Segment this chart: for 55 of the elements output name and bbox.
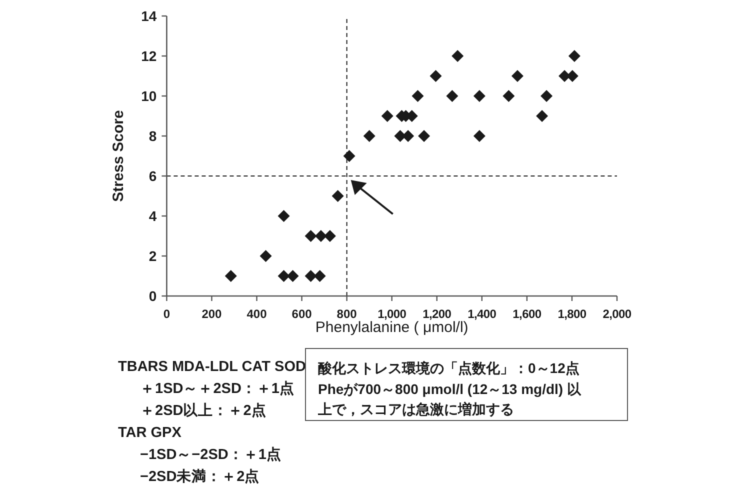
point bbox=[511, 70, 524, 82]
x-tick-label: 600 bbox=[292, 307, 312, 321]
x-tick-label: 1,000 bbox=[378, 307, 407, 321]
point bbox=[418, 130, 430, 142]
point bbox=[381, 110, 394, 122]
point bbox=[278, 270, 290, 282]
x-tick-label: 1,600 bbox=[512, 307, 542, 321]
x-tick-label: 1,200 bbox=[422, 307, 452, 321]
point bbox=[446, 90, 458, 102]
text: 酸化ストレス環境の「点数化」：0～12点 bbox=[318, 360, 580, 376]
y-tick-label: 14 bbox=[141, 8, 157, 24]
y-axis-title: Stress Score bbox=[110, 110, 127, 202]
point bbox=[473, 90, 486, 102]
point bbox=[304, 230, 317, 242]
x-tick-label: 400 bbox=[246, 307, 268, 321]
text: 上で，スコアは急激に増加する bbox=[317, 401, 514, 417]
point bbox=[304, 270, 317, 282]
text: −1SD～−2SD：＋1点 bbox=[140, 446, 282, 463]
y-tick-label: 6 bbox=[148, 168, 157, 184]
point bbox=[568, 50, 580, 62]
text: Pheが700～800 μmol/l (12～13 mg/dl) 以 bbox=[318, 381, 582, 397]
x-tick-label: 2,000 bbox=[602, 307, 632, 321]
point bbox=[278, 210, 290, 222]
text: TBARS MDA-LDL CAT SOD bbox=[118, 359, 306, 375]
x-tick-label: 200 bbox=[202, 307, 222, 321]
x-tick-label: 1,800 bbox=[558, 307, 587, 321]
point bbox=[473, 130, 486, 142]
x-tick-label: 800 bbox=[336, 307, 358, 321]
point bbox=[343, 150, 356, 162]
point bbox=[430, 70, 442, 82]
text: TAR GPX bbox=[118, 425, 182, 441]
y-tick-label: 10 bbox=[141, 88, 157, 104]
point bbox=[536, 110, 548, 122]
point bbox=[363, 130, 376, 142]
point bbox=[224, 270, 237, 282]
x-tick-label: 0 bbox=[163, 307, 170, 321]
point bbox=[314, 230, 327, 242]
point bbox=[540, 90, 553, 102]
point bbox=[260, 250, 272, 262]
point bbox=[412, 90, 424, 102]
y-tick-label: 0 bbox=[148, 288, 157, 304]
text: ＋1SD～＋2SD：＋1点 bbox=[140, 380, 294, 397]
x-tick-label: 1,400 bbox=[468, 307, 497, 321]
x-axis-title: Phenylalanine ( μmol/l) bbox=[315, 319, 468, 336]
y-tick-label: 2 bbox=[148, 248, 157, 264]
point bbox=[502, 90, 515, 102]
y-tick-label: 12 bbox=[141, 48, 157, 64]
y-tick-label: 4 bbox=[148, 208, 157, 224]
text: −2SD未満：＋2点 bbox=[140, 468, 260, 485]
point bbox=[452, 50, 464, 62]
y-tick-label: 8 bbox=[148, 128, 157, 144]
point bbox=[332, 190, 344, 202]
text: ＋2SD以上：＋2点 bbox=[140, 402, 266, 419]
point bbox=[286, 270, 299, 282]
point bbox=[314, 270, 326, 282]
